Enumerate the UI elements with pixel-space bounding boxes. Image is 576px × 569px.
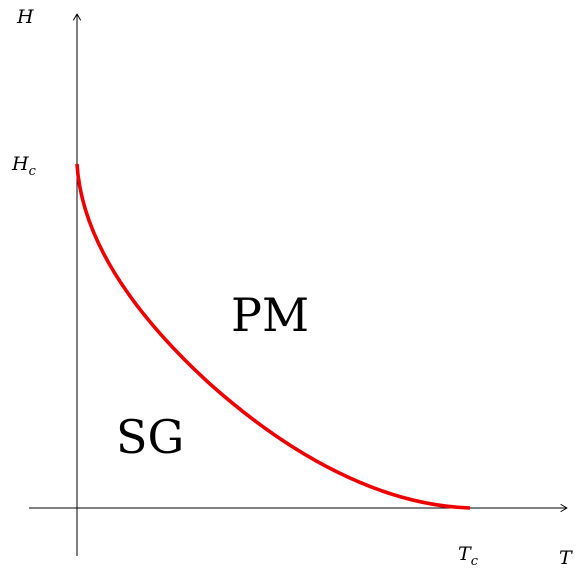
critical-field-subscript: c: [29, 164, 37, 179]
critical-field-base: H: [11, 153, 29, 175]
y-axis-label: H: [16, 6, 34, 28]
critical-temperature-subscript: c: [471, 554, 479, 569]
critical-temperature-label: Tc: [458, 543, 479, 569]
x-axis-label: T: [559, 547, 573, 569]
critical-field-label: Hc: [11, 153, 37, 179]
y-axis-arrowhead: [73, 13, 81, 21]
x-axis-arrowhead: [560, 504, 568, 512]
phase-boundary-curve: [75, 163, 471, 510]
region-label-sg: SG: [116, 410, 184, 464]
critical-temperature-base: T: [458, 543, 472, 565]
region-label-pm: PM: [231, 288, 309, 342]
